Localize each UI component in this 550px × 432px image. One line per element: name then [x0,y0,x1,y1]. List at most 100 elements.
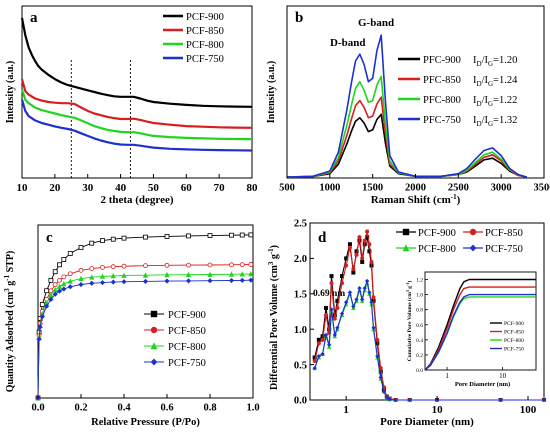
panel-c-series-2-point-10 [78,275,84,282]
panel-c-label: c [46,230,53,246]
panel-a-xtick-label-3: 40 [115,182,127,194]
panel-a-xtick-label-2: 30 [82,182,94,194]
panel-d-series-1-point-0 [312,359,317,364]
panel-c-legend-marker-1 [150,326,158,334]
panel-d-ylabel: Differential Pore Volume (cm3 g-1) [267,245,280,390]
panel-d-series-0-point-14 [360,259,365,264]
panel-c-series-3-point-13 [110,279,116,285]
panel-c-series-3-point-6 [52,291,58,297]
panel-d-inset-legend: PCF-900 PCF-850 PCF-800 PCF-750 [490,321,524,353]
panel-d-legend-marker-2 [402,244,410,252]
panel-d-series-3-point-13 [357,285,362,291]
panel-b-xtick-label-4: 2500 [448,183,469,194]
panel-d: 1 10 100 0.0 0.5 1.0 1.5 2.0 2.5 d 0.69 nm Pore Dia… [267,219,547,428]
panel-c-series-0-point-12 [100,238,105,243]
panel-c-legend-marker-3 [150,358,158,366]
panel-d-ytick-label-4: 2.0 [294,254,307,265]
panel-d-inset-series-0-line [424,278,536,371]
panel-c-series-3-point-18 [207,278,213,284]
panel-a-xtick-label-5: 60 [181,182,193,194]
panel-c-series-3-point-15 [142,278,149,284]
panel-d-series-3-point-24 [387,397,392,402]
panel-c-series-0-point-15 [143,234,148,240]
panel-b-series-3-line [286,34,528,178]
panel-d-series-3-point-2 [320,351,325,357]
panel-c-series-3-point-8 [61,286,67,292]
panel-b-series-0-line [286,113,528,178]
panel-c-series-2-point-16 [164,271,170,278]
panel-c-series-0-point-18 [207,233,213,238]
panel-a-legend-label-1: PCF-850 [186,26,224,37]
panel-b-legend-ratio-3: ID/IG=1.32 [473,115,517,128]
panel-d-series-3-point-29 [541,397,547,403]
panel-c-series-1-point-9 [67,271,73,277]
panel-b-annotation-gband: G-band [358,17,394,29]
panel-c-series-3-point-20 [239,277,245,283]
panel-c-series-0-point-14 [121,235,127,241]
panel-c-xtick-label-5: 1.0 [246,403,259,414]
panel-c-series-2-point-19 [228,271,235,277]
panel-d-label: d [318,230,327,246]
panel-b-ylabel: Intensity (a.u.) [266,61,277,124]
panel-a-xtick-label-7: 80 [247,182,259,194]
panel-c-series-2-point-18 [207,271,213,277]
panel-b-annotation-dband: D-band [330,37,365,49]
panel-d-series-1-point-12 [354,252,359,257]
panel-d-inset-xtick-label-0: 1 [445,372,449,380]
panel-c-series-0-point-10 [78,245,84,250]
panel-c-series-1-point-19 [229,262,234,268]
panel-c-series-3-point-2 [37,324,43,330]
panel-c-series-3-point-17 [185,278,192,284]
panel-d-series-3-point-18 [369,300,374,305]
panel-b-xtick-label-3: 2000 [405,183,426,194]
panel-c-series-2-point-8 [61,280,67,287]
panel-d-inset-series-3-line [424,293,536,371]
panel-a-series-1-line [20,78,253,129]
panel-d-inset-series-1-line [424,286,536,371]
panel-d-series-1-point-20 [375,337,380,342]
panel-d-inset-legend-label-3: PCF-750 [504,347,524,353]
panel-d-series-3-point-17 [367,290,372,295]
panel-d-inset-ytick-label-0: 0.0 [416,368,423,374]
panel-d-series-3-point-22 [381,389,387,394]
panel-d-inset-legend-label-0: PCF-900 [504,321,524,327]
panel-b-xtick-label-0: 500 [279,183,295,194]
panel-c-xtick-label-0: 0.0 [31,403,44,414]
panel-d-series-1-point-2 [320,337,325,342]
panel-d-series-1-point-13 [357,235,362,240]
panel-c-series-1-point-12 [100,264,105,270]
panel-c-series-1-point-10 [78,267,84,273]
panel-d-inset-frame [424,271,537,371]
panel-d-series-1-point-16 [365,229,370,234]
panel-c-xlabel: Relative Pressure (P/Po) [91,417,200,428]
panel-d-series-1-point-9 [344,263,349,268]
panel-d-series-1-point-17 [367,242,372,247]
panel-c-xtick-label-4: 0.8 [203,403,216,414]
panel-d-series-3-point-1 [316,353,321,359]
panel-a-legend: PCF-900 PCF-850 PCF-800 PCF-750 [163,12,224,65]
panel-d-series-3-point-11 [351,304,356,309]
panel-d-xtick-label-1: 10 [432,404,444,416]
panel-b-legend-ratio-0: ID/IG=1.20 [473,55,517,68]
panel-d-annotation: 0.69 nm [313,289,345,299]
panel-c-series-1-point-16 [164,262,170,268]
panel-d-series-1-point-19 [371,295,376,300]
panel-c-series-2-point-7 [56,283,63,289]
panel-c-series-0-point-8 [61,257,67,263]
panel-c-series-0-point-16 [164,234,170,239]
panel-d-inset-ytick-label-5: 1.0 [416,293,423,299]
panel-a-legend-label-2: PCF-800 [186,40,224,51]
panel-a-xlabel: 2 theta (degree) [100,194,173,206]
panel-c-series-1-point-7 [57,277,62,283]
panel-d-legend-marker-1 [469,228,477,236]
panel-d-series-1-point-6 [332,316,337,321]
panel-b-legend-label-1: PFC-850 [423,75,461,86]
panel-d-series-3-point-28 [498,397,503,403]
panel-c-legend-label-3: PCF-750 [168,358,206,369]
panel-c-series-1-point-6 [52,282,58,288]
panel-d-series-0-point-10 [347,242,352,247]
panel-b-legend-label-3: PFC-750 [423,115,461,126]
panel-b-series-1-line [286,96,528,178]
panel-d-legend-marker-0 [402,228,410,236]
panel-c-series-2-point-14 [121,272,127,278]
